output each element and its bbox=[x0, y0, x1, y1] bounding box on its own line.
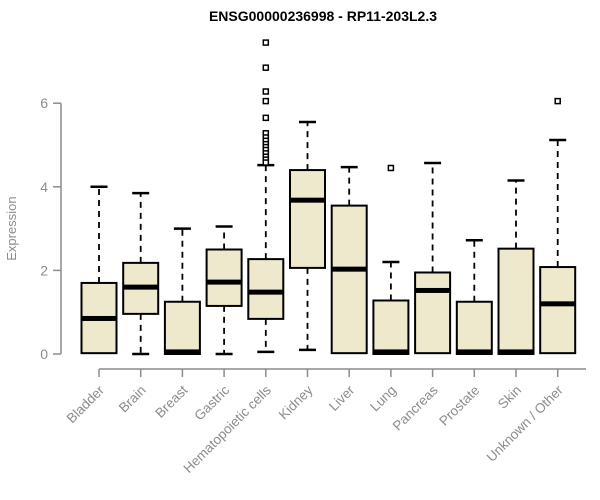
outlier-point bbox=[387, 164, 395, 172]
x-category-label: Unknown / Other bbox=[484, 382, 567, 465]
outlier-point bbox=[262, 64, 270, 71]
x-category-label: Prostate bbox=[436, 383, 482, 429]
y-axis-label: Expression bbox=[4, 196, 19, 260]
median-line bbox=[290, 197, 325, 203]
x-category-label: Pancreas bbox=[390, 382, 441, 433]
box-9 bbox=[455, 300, 493, 355]
x-category-label: Skin bbox=[495, 383, 524, 412]
median-line bbox=[456, 349, 492, 355]
median-line bbox=[123, 284, 159, 290]
box-7 bbox=[372, 299, 410, 356]
outlier-point bbox=[262, 159, 270, 166]
y-tick-label: 4 bbox=[40, 179, 48, 195]
chart-title: ENSG00000236998 - RP11-203L2.3 bbox=[208, 8, 438, 24]
median-line bbox=[164, 349, 200, 355]
box-8 bbox=[414, 271, 452, 355]
box-6 bbox=[330, 204, 368, 355]
median-line bbox=[415, 287, 451, 293]
median-line bbox=[540, 301, 576, 307]
x-category-label: Liver bbox=[326, 382, 358, 414]
median-line bbox=[331, 266, 367, 272]
median-line bbox=[206, 279, 242, 285]
x-category-label: Lung bbox=[367, 383, 399, 415]
outlier-point bbox=[262, 88, 270, 95]
box-11 bbox=[539, 266, 577, 355]
median-line bbox=[498, 349, 534, 355]
box-4 bbox=[247, 258, 285, 320]
median-line bbox=[248, 289, 284, 295]
median-line bbox=[373, 349, 409, 355]
x-category-label: Bladder bbox=[64, 382, 108, 426]
box-2 bbox=[163, 300, 201, 355]
box-10 bbox=[497, 247, 535, 355]
x-category-label: Kidney bbox=[276, 382, 316, 422]
x-category-label: Gastric bbox=[191, 382, 232, 423]
x-category-label: Brain bbox=[116, 383, 149, 416]
box-5 bbox=[289, 169, 326, 269]
median-line bbox=[81, 315, 117, 321]
y-tick-label: 2 bbox=[40, 262, 48, 278]
outlier-point bbox=[554, 97, 561, 105]
box-3 bbox=[205, 248, 243, 307]
outlier-point bbox=[262, 97, 270, 105]
outlier-point bbox=[262, 39, 270, 46]
outlier-point bbox=[262, 114, 270, 122]
x-category-label: Breast bbox=[152, 382, 190, 420]
y-tick-label: 0 bbox=[40, 346, 48, 362]
y-tick-label: 6 bbox=[40, 95, 48, 111]
